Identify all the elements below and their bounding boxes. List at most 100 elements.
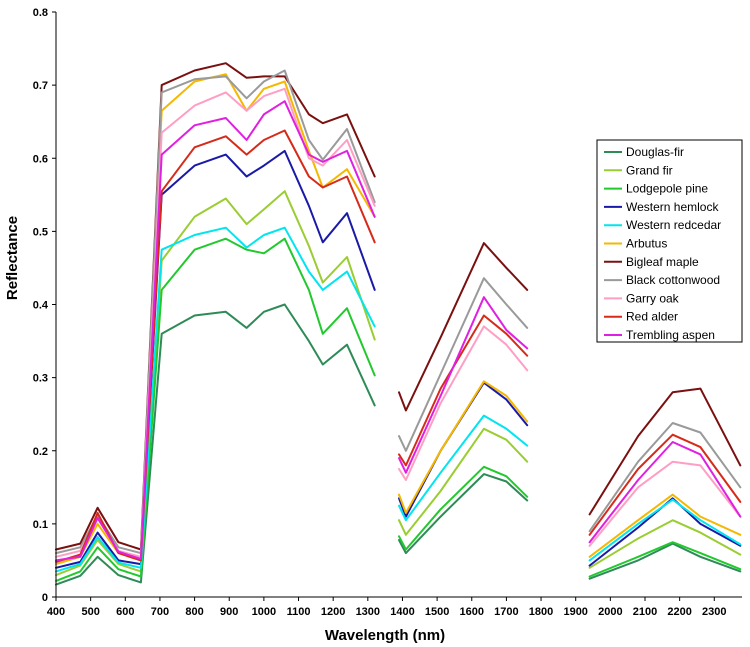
series-line-black-cottonwood-segment-1	[55, 69, 376, 555]
series-line-western-redcedar-segment-2	[398, 414, 529, 522]
series-bigleaf-maple	[55, 62, 742, 551]
x-tick-label: 800	[185, 606, 203, 618]
series-grand-fir	[55, 190, 742, 577]
series-arbutus	[55, 73, 742, 566]
series-line-bigleaf-maple-segment-3	[588, 387, 742, 516]
legend-label: Western hemlock	[626, 200, 719, 214]
legend-label: Black cottonwood	[626, 273, 720, 287]
y-tick-label: 0.5	[33, 226, 48, 238]
legend-item-red-alder: Red alder	[604, 310, 678, 324]
series-line-douglas-fir-segment-2	[398, 473, 529, 555]
series-line-douglas-fir-segment-3	[588, 542, 742, 580]
x-axis-title: Wavelength (nm)	[325, 627, 445, 644]
x-tick-label: 700	[151, 606, 169, 618]
series-line-arbutus-segment-2	[398, 380, 529, 514]
legend: Douglas-fir Grand fir Lodgepole pine Wester…	[596, 139, 743, 343]
x-tick-label: 1200	[321, 606, 345, 618]
series-line-western-hemlock-segment-3	[588, 497, 742, 567]
legend-label: Arbutus	[626, 237, 667, 251]
series-douglas-fir	[55, 303, 742, 586]
series-line-red-alder-segment-1	[55, 129, 376, 563]
legend-label: Red alder	[626, 310, 678, 324]
y-tick-labels: 0 0.1 0.2 0.3 0.4 0.5 0.6 0.7 0.8	[33, 7, 56, 604]
x-tick-label: 1100	[287, 606, 311, 618]
series-line-lodgepole-pine-segment-2	[398, 465, 529, 551]
series-line-western-hemlock-segment-2	[398, 381, 529, 518]
y-tick-label: 0.8	[33, 7, 48, 19]
series-line-douglas-fir-segment-1	[55, 303, 376, 586]
series-line-arbutus-segment-3	[588, 493, 742, 558]
y-axis-title: Reflectance	[4, 216, 21, 300]
series-line-western-hemlock-segment-1	[55, 149, 376, 569]
y-tick-label: 0.1	[33, 519, 48, 531]
legend-label: Western redcedar	[626, 218, 721, 232]
series-trembling-aspen	[55, 100, 742, 562]
series-line-trembling-aspen-segment-3	[588, 441, 742, 544]
legend-item-grand-fir: Grand fir	[604, 163, 673, 177]
legend-label: Bigleaf maple	[626, 255, 699, 269]
legend-item-bigleaf-maple: Bigleaf maple	[604, 255, 699, 269]
series-line-black-cottonwood-segment-3	[588, 422, 742, 533]
x-tick-label: 1300	[356, 606, 380, 618]
series-line-black-cottonwood-segment-2	[398, 277, 529, 452]
series-western-redcedar	[55, 226, 742, 573]
legend-items: Douglas-fir Grand fir Lodgepole pine Wester…	[604, 145, 721, 342]
x-tick-label: 400	[47, 606, 65, 618]
series-line-lodgepole-pine-segment-1	[55, 237, 376, 582]
legend-item-western-redcedar: Western redcedar	[604, 218, 721, 232]
legend-item-douglas-fir: Douglas-fir	[604, 145, 684, 159]
legend-label: Douglas-fir	[626, 145, 684, 159]
legend-label: Grand fir	[626, 163, 673, 177]
series-line-red-alder-segment-2	[398, 314, 529, 467]
legend-item-garry-oak: Garry oak	[604, 291, 680, 305]
series-line-grand-fir-segment-3	[588, 519, 742, 569]
legend-item-lodgepole-pine: Lodgepole pine	[604, 182, 708, 196]
x-tick-label: 2000	[598, 606, 622, 618]
x-tick-label: 2300	[702, 606, 726, 618]
legend-item-trembling-aspen: Trembling aspen	[604, 328, 715, 342]
legend-label: Trembling aspen	[626, 328, 715, 342]
x-tick-label: 1800	[529, 606, 553, 618]
x-tick-label: 1700	[494, 606, 518, 618]
x-tick-label: 600	[116, 606, 134, 618]
x-tick-label: 1500	[425, 606, 449, 618]
x-tick-label: 500	[81, 606, 99, 618]
series-line-bigleaf-maple-segment-2	[398, 242, 529, 412]
series-line-red-alder-segment-3	[588, 433, 742, 536]
y-tick-label: 0.4	[33, 300, 49, 312]
x-tick-label: 2100	[633, 606, 657, 618]
legend-label: Garry oak	[626, 291, 680, 305]
series-line-western-redcedar-segment-3	[588, 498, 742, 562]
y-tick-label: 0.2	[33, 446, 48, 458]
x-tick-label: 1400	[390, 606, 414, 618]
legend-item-western-hemlock: Western hemlock	[604, 200, 719, 214]
series-line-bigleaf-maple-segment-1	[55, 62, 376, 551]
y-tick-label: 0.3	[33, 373, 48, 385]
series-line-grand-fir-segment-2	[398, 427, 529, 536]
y-tick-label: 0.7	[33, 80, 48, 92]
legend-label: Lodgepole pine	[626, 182, 708, 196]
legend-item-arbutus: Arbutus	[604, 237, 667, 251]
x-tick-label: 1900	[563, 606, 587, 618]
legend-box	[596, 139, 743, 343]
x-tick-label: 900	[220, 606, 238, 618]
x-tick-label: 1600	[460, 606, 484, 618]
series-red-alder	[55, 129, 742, 563]
legend-item-black-cottonwood: Black cottonwood	[604, 273, 720, 287]
series-line-garry-oak-segment-2	[398, 325, 529, 481]
x-tick-label: 1000	[252, 606, 276, 618]
x-tick-label: 2200	[667, 606, 691, 618]
y-tick-label: 0.6	[33, 153, 48, 165]
series-line-trembling-aspen-segment-1	[55, 100, 376, 562]
series-line-garry-oak-segment-3	[588, 460, 742, 547]
series-line-grand-fir-segment-1	[55, 190, 376, 577]
series-line-western-redcedar-segment-1	[55, 226, 376, 573]
x-tick-labels: 400 500 600 700 800 900 1000 1100 1200 1300 1400 15…	[47, 597, 727, 618]
series-line-lodgepole-pine-segment-3	[588, 541, 742, 578]
series-layer	[55, 62, 742, 586]
y-tick-label: 0	[42, 592, 48, 604]
series-line-trembling-aspen-segment-2	[398, 296, 529, 474]
series-line-arbutus-segment-1	[55, 73, 376, 566]
series-lodgepole-pine	[55, 237, 742, 582]
